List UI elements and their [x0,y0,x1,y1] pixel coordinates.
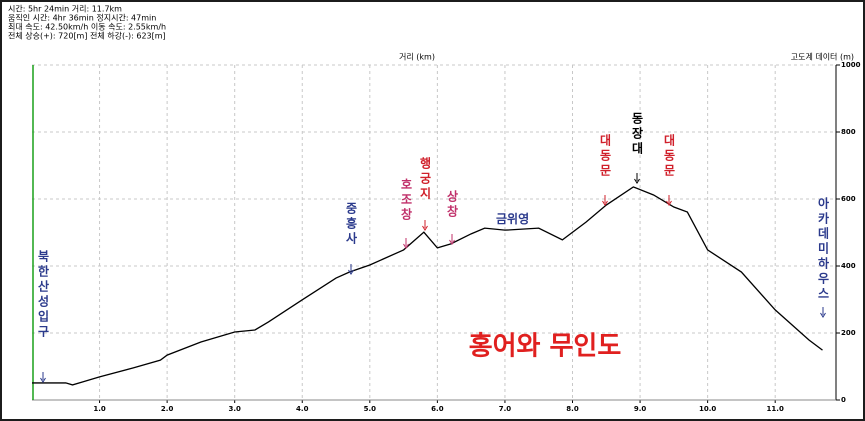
annotation-arrowhead [666,200,672,206]
annotation: 중흥사 [344,202,358,247]
annotation: 동장대 [630,112,644,157]
annotation-arrowhead [634,178,640,184]
x-tick-label: 4.0 [296,405,309,413]
annotation-arrowhead [403,243,409,249]
x-tick-label: 5.0 [364,405,377,413]
x-tick-label: 1.0 [93,405,106,413]
annotation-arrowhead [820,312,826,318]
annotation: 북한산성입구 [36,250,50,340]
y-axis-label: 고도계 데이터 (m) [791,52,854,62]
x-tick-label: 3.0 [228,405,241,413]
y-tick-label: 200 [841,329,856,337]
y-tick-label: 600 [841,195,856,203]
x-axis-label: 거리 (km) [399,53,435,62]
annotation: 호조창 [399,178,413,223]
y-tick-label: 800 [841,128,856,136]
stat-line: 시간: 5hr 24min 거리: 11.7km [8,4,122,14]
x-tick-label: 11.0 [767,405,784,413]
annotation: 대동문 [598,134,612,179]
x-tick-label: 2.0 [161,405,174,413]
chart-title: 홍어와 무인도 [469,332,622,362]
annotation: 행궁지 [418,157,432,202]
x-tick-label: 10.0 [699,405,716,413]
x-tick-label: 8.0 [566,405,579,413]
annotation-arrowhead [422,225,428,231]
x-tick-label: 7.0 [499,405,512,413]
y-tick-label: 0 [841,396,846,404]
annotation: 아카데미하우스 [816,197,830,302]
y-tick-label: 400 [841,262,856,270]
annotation-arrowhead [40,377,46,383]
y-tick-label: 1000 [841,61,861,69]
stat-line: 움직인 시간: 4hr 36min 정지시간: 47min [8,13,156,23]
annotation-arrowhead [348,269,354,275]
annotation: 대동문 [662,134,676,179]
annotation-arrowhead [602,200,608,206]
annotation: 금위영 [496,212,530,226]
stat-line: 전체 상승(+): 720[m] 전체 하강(-): 623[m] [8,31,166,41]
x-tick-label: 6.0 [431,405,444,413]
annotation-arrowhead [449,239,455,245]
profile-line [32,186,823,386]
annotation: 상창 [445,190,459,220]
stat-line: 최대 속도: 42.50km/h 이동 속도: 2.55km/h [8,22,166,32]
x-tick-label: 9.0 [634,405,647,413]
